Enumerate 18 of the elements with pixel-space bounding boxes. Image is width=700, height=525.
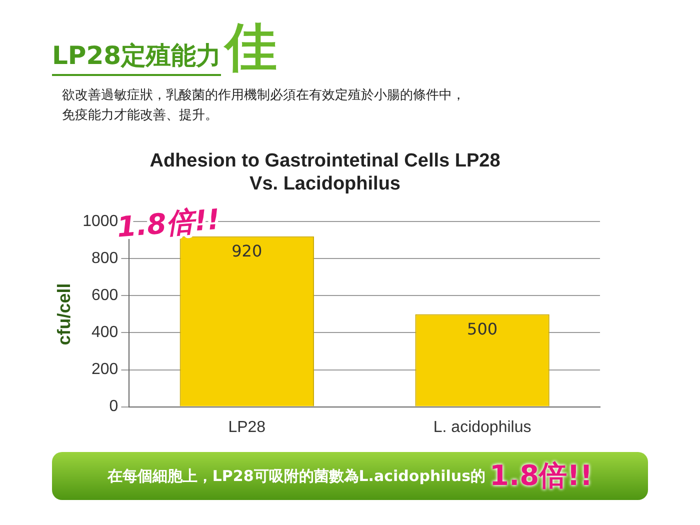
y-tick-label: 600: [91, 287, 118, 304]
text: 1.8倍!!: [490, 458, 593, 494]
y-tick-label: 800: [91, 250, 118, 268]
text: 欲改善過敏症狀，乳酸菌的作用機制必須在有效定殖於小腸的條件中，: [62, 88, 465, 103]
data-label: 500: [467, 319, 498, 338]
y-tick-label: 200: [91, 361, 118, 378]
data-label: 920: [232, 242, 262, 261]
text: 在每個細胞上，LP28可吸附的菌數為L.acidophilus的: [107, 466, 486, 486]
y-axis-title: cfu/cell: [54, 283, 74, 346]
text: LP28定殖能力: [52, 39, 222, 76]
y-tick-label: 0: [109, 398, 118, 416]
x-tick-label: LP28: [228, 418, 266, 436]
chart-title: Adhesion to Gastrointetinal Cells LP28 Vs. Lacidophilus: [150, 150, 500, 194]
text: 佳: [225, 18, 278, 78]
text: 免疫能力才能改善、提升。: [62, 108, 218, 123]
y-tick-label: 1000: [82, 213, 118, 230]
x-tick-label: L. acidophilus: [433, 418, 532, 436]
y-tick-label: 400: [91, 324, 118, 342]
